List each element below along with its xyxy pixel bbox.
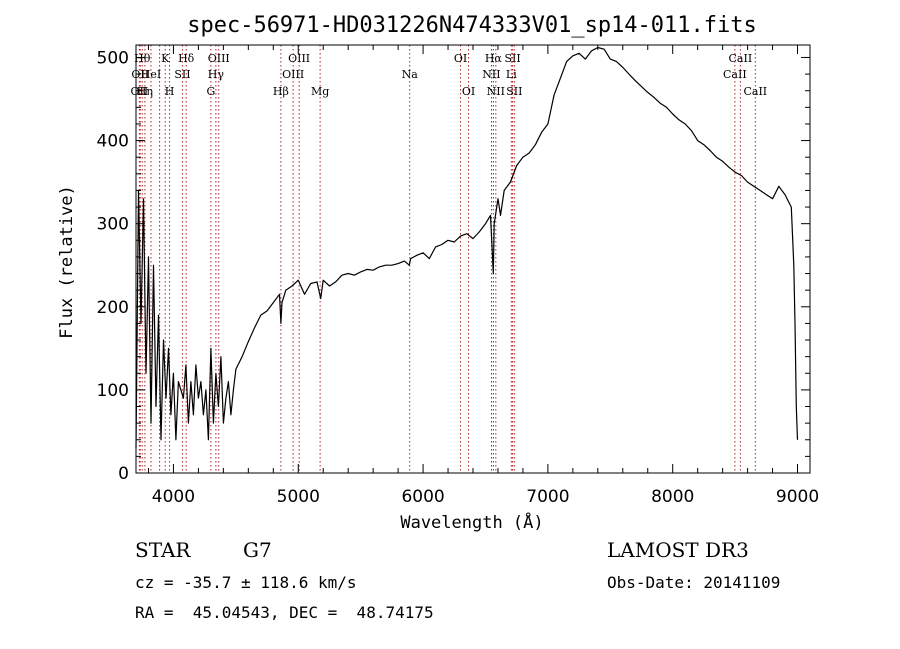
- x-tick-label-4: 8000: [651, 487, 694, 507]
- spectrum-series-0: [135, 46, 799, 449]
- survey-name: LAMOST DR3: [607, 538, 749, 562]
- axes: 4000 5000 6000 7000 8000 9000 0 100 200 300 400 500: [97, 44, 819, 507]
- line-label-13: Hβ: [273, 85, 289, 98]
- line-label-7: H: [165, 85, 175, 98]
- y-tick-label-1: 100: [97, 381, 129, 401]
- x-tick-label-3: 7000: [526, 487, 569, 507]
- ra-dec-coordinates: RA = 45.04543, DEC = 48.74175: [135, 603, 434, 622]
- line-label-10: G: [206, 85, 215, 98]
- line-label-26: CaII: [723, 68, 747, 81]
- redshift-info: cz = -35.7 ± 118.6 km/s: [135, 573, 357, 592]
- line-label-4: HeI: [141, 68, 161, 81]
- line-label-15: OIII: [288, 52, 310, 65]
- object-class: STAR: [135, 538, 191, 562]
- line-label-28: CaII: [743, 85, 767, 98]
- line-label-22: NII: [487, 85, 505, 98]
- x-tick-label-2: 6000: [401, 487, 444, 507]
- chart-title: spec-56971-HD031226N474333V01_sp14-011.f…: [187, 13, 757, 38]
- x-tick-label-5: 9000: [776, 487, 819, 507]
- line-label-12: OIII: [208, 52, 230, 65]
- plot-area: [135, 46, 799, 449]
- line-label-27: CaII: [729, 52, 753, 65]
- line-label-18: OI: [454, 52, 467, 65]
- line-label-9: Hδ: [178, 52, 195, 65]
- y-tick-label-0: 0: [118, 464, 129, 484]
- line-label-21: Hα: [485, 52, 503, 65]
- line-label-0: OII: [131, 85, 149, 98]
- line-label-23: Li: [506, 68, 517, 81]
- plot-frame: [135, 44, 811, 474]
- line-label-20: NII: [482, 68, 500, 81]
- y-tick-label-2: 200: [97, 298, 129, 318]
- line-label-14: OIII: [282, 68, 304, 81]
- line-label-17: Na: [402, 68, 419, 81]
- line-label-2: Hθ: [134, 52, 151, 65]
- observation-date: Obs-Date: 20141109: [607, 573, 781, 592]
- subclass: G7: [243, 538, 272, 562]
- line-label-6: K: [161, 52, 170, 65]
- line-label-11: Hγ: [208, 68, 225, 81]
- line-label-25: SII: [506, 85, 522, 98]
- x-tick-label-0: 4000: [152, 487, 195, 507]
- line-label-19: OI: [462, 85, 475, 98]
- x-axis-label: Wavelength (Å): [400, 511, 543, 533]
- line-label-8: SII: [174, 68, 190, 81]
- line-label-24: SII: [504, 52, 520, 65]
- y-tick-label-3: 300: [97, 215, 129, 235]
- line-label-3: Hη: [137, 85, 153, 98]
- emission-line-labels: OIIOIIHθHηHeIKHSIIHδGHγOIIIHβOIIIOIIIMgN…: [131, 52, 768, 98]
- y-tick-label-4: 400: [97, 132, 129, 152]
- x-tick-label-1: 5000: [277, 487, 320, 507]
- line-label-16: Mg: [311, 85, 329, 98]
- y-tick-label-5: 500: [97, 48, 129, 68]
- y-axis-label: Flux (relative): [57, 185, 77, 339]
